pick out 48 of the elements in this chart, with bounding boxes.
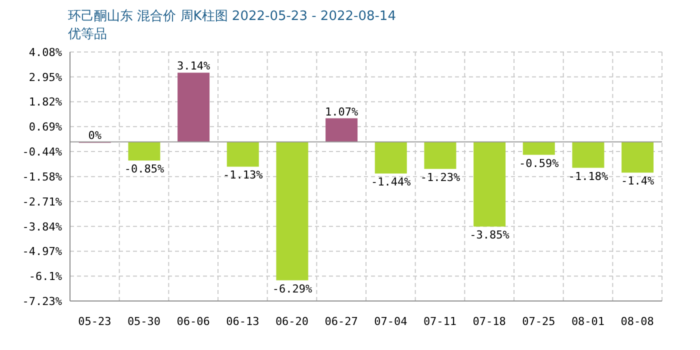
x-tick-label: 08-01 (571, 314, 605, 328)
y-tick-label: -2.71% (22, 195, 62, 208)
x-tick-label: 08-08 (620, 314, 654, 328)
chart-subtitle: 优等品 (67, 26, 108, 44)
bar (522, 142, 555, 155)
bar (374, 142, 407, 174)
chart-title: 环己酮山东 混合价 周K柱图 2022-05-23 - 2022-08-14 (67, 8, 397, 26)
y-tick-label: 0.69% (28, 120, 62, 134)
x-tick-label: 06-13 (226, 314, 260, 328)
data-label: -1.44% (371, 176, 412, 189)
x-tick-label: 06-06 (176, 314, 210, 328)
x-tick-label: 07-04 (374, 314, 408, 328)
bar (474, 142, 506, 227)
bar (572, 142, 604, 168)
data-label: 1.07% (324, 105, 358, 118)
y-tick-label: -4.97% (22, 245, 62, 258)
x-tick-label: 05-23 (78, 314, 112, 328)
bar (226, 142, 259, 167)
bar (622, 142, 654, 173)
data-label: -0.59% (519, 156, 560, 170)
y-tick-label: -3.84% (22, 220, 62, 234)
bar (178, 72, 210, 142)
x-tick-label: 07-11 (423, 314, 457, 328)
data-label: -0.85% (124, 162, 164, 176)
x-tick-label: 07-18 (472, 314, 506, 328)
data-label: 3.14% (176, 60, 210, 73)
x-tick-label: 05-30 (127, 314, 161, 328)
y-tick-label: -1.58% (22, 170, 62, 184)
data-label: 0% (88, 128, 102, 142)
data-label: -1.18% (568, 170, 608, 183)
y-tick-label: 4.08% (28, 46, 62, 59)
bar (276, 142, 308, 280)
y-tick-label: -7.23% (22, 294, 62, 308)
data-label: -1.4% (620, 174, 654, 188)
bar (128, 142, 160, 161)
data-label: -1.23% (420, 170, 460, 184)
data-label: -1.13% (223, 168, 264, 182)
y-tick-label: 1.82% (28, 96, 62, 109)
y-tick-label: 2.95% (28, 70, 62, 84)
x-tick-label: 06-27 (324, 314, 358, 328)
y-tick-label: -6.1% (28, 270, 62, 284)
data-label: -6.29% (272, 282, 312, 296)
y-tick-label: -0.44% (22, 145, 62, 158)
x-tick-label: 06-20 (275, 314, 309, 328)
data-label: -3.85% (470, 228, 510, 242)
bar (424, 142, 456, 169)
bar (326, 118, 358, 142)
x-tick-label: 07-25 (522, 314, 556, 328)
